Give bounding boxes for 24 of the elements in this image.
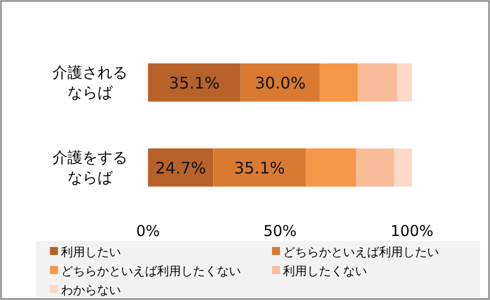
- bar: [320, 63, 358, 102]
- bar: [306, 148, 356, 187]
- legend-label: 利用したい: [61, 245, 121, 259]
- bar: [240, 63, 320, 102]
- x-tick-label: 50%: [263, 222, 297, 240]
- data-label: 30.0%: [254, 74, 306, 92]
- data-label: 35.1%: [234, 158, 285, 178]
- bar: [148, 63, 241, 102]
- x-tick-label: 0%: [136, 222, 160, 240]
- legend-label: わからない: [61, 283, 121, 297]
- bar: [394, 148, 412, 187]
- bar: [356, 148, 394, 187]
- bar: [148, 148, 214, 187]
- y-tick-label: 介護をするならば: [52, 148, 128, 186]
- data-label: 35.1%: [168, 74, 220, 92]
- legend-label: どちらかといえば利用したくない: [61, 264, 241, 278]
- data-label: 24.7%: [155, 158, 206, 178]
- y-tick-label: 介護されるならば: [52, 64, 128, 102]
- bar: [358, 63, 397, 102]
- legend-label: どちらかといえば利用したい: [283, 245, 439, 259]
- x-tick-label: 100%: [390, 222, 434, 240]
- bar: [213, 148, 306, 187]
- bar: [396, 63, 412, 102]
- legend-label: 利用したくない: [283, 264, 367, 278]
